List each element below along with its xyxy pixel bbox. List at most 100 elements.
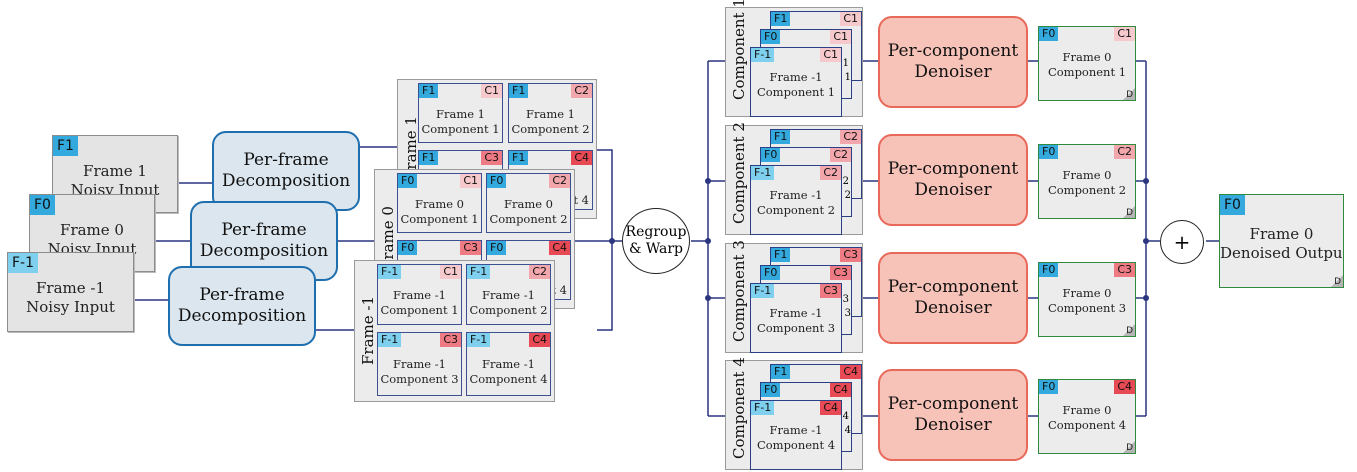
- page-fold-icon: [1123, 206, 1135, 218]
- stack-number: 1: [844, 72, 851, 83]
- denoised-component: F0 C1 Frame 0 Component 1 D: [1038, 26, 1136, 101]
- cell-line2: Component 1: [421, 122, 500, 136]
- cell-line1: Frame -1: [482, 288, 535, 302]
- stack-number: 2: [842, 176, 849, 187]
- page-fold-icon: [1123, 88, 1135, 100]
- input-subtitle: Noisy Input: [26, 298, 115, 316]
- out-line1: Frame 0: [1062, 286, 1112, 300]
- input-title: Frame -1: [35, 279, 105, 297]
- card-line1: Frame -1: [769, 423, 823, 437]
- cell-line2: t 4: [551, 283, 567, 297]
- frame-tag: F-1: [378, 333, 402, 347]
- cell-line1: Frame -1: [393, 288, 446, 302]
- denoiser-line2: Denoiser: [914, 180, 992, 200]
- frame-tag: F0: [761, 148, 781, 162]
- component-cell: F0 C1 Frame 0 Component 1: [397, 173, 482, 233]
- frame-tag: F0: [398, 174, 418, 188]
- frame-tag: F0: [761, 30, 781, 44]
- component-tag: C3: [440, 333, 461, 347]
- denoiser-line2: Denoiser: [914, 62, 992, 82]
- component-tag: C3: [460, 241, 481, 255]
- denoiser-line1: Per-component: [887, 41, 1019, 61]
- cell-line2: Component 1: [380, 303, 459, 317]
- frame-tag: F1: [419, 84, 439, 98]
- frame-tag: F1: [771, 130, 791, 144]
- frame-tag: F-1: [467, 265, 491, 279]
- component-tag: C2: [571, 84, 592, 98]
- out-line2: Component 4: [1047, 418, 1127, 432]
- frame-tag: F-1: [378, 265, 402, 279]
- input-title: Frame 1: [83, 162, 147, 180]
- frame-tag: F0: [1039, 380, 1059, 394]
- component-tag: C4: [529, 333, 550, 347]
- component-denoiser: Per-component Denoiser: [878, 16, 1028, 108]
- out-line2: Component 1: [1047, 65, 1127, 79]
- regroup-line2: & Warp: [628, 241, 684, 257]
- component-cell: F-1 C4 Frame -1 Component 4: [466, 332, 551, 396]
- denoised-mark: D: [1126, 326, 1133, 336]
- component-denoiser: Per-component Denoiser: [878, 252, 1028, 344]
- component-tag: C1: [1114, 27, 1135, 41]
- cell-line1: Frame -1: [393, 357, 446, 371]
- denoised-component: F0 C2 Frame 0 Component 2 D: [1038, 144, 1136, 219]
- stack-number: 3: [842, 294, 849, 305]
- frame-tag: F0: [1039, 263, 1059, 277]
- cell-line1: Frame -1: [482, 357, 535, 371]
- component-stack-label: Component 4: [730, 357, 748, 459]
- denoiser-line2: Denoiser: [914, 415, 992, 435]
- cell-line2: Component 4: [469, 372, 548, 386]
- denoised-output-frame: F0 Frame 0 Denoised Output D: [1219, 194, 1344, 288]
- page-fold-icon: [1123, 441, 1135, 453]
- cell-line1: Frame 0: [503, 197, 553, 211]
- card-line2: Component 2: [756, 203, 836, 217]
- stack-card-front: F-1 C2 2 Frame -1 Component 2: [750, 165, 851, 235]
- component-tag: C1: [820, 48, 841, 62]
- out-line2: Component 3: [1047, 301, 1127, 315]
- frame-tag: F1: [53, 136, 78, 156]
- frame-panel-minus-1: Frame -1 F-1 C1 Frame -1 Component 1 F-1 …: [354, 260, 555, 402]
- component-stack-label: Component 2: [730, 122, 748, 224]
- cell-line2: Component 3: [380, 372, 459, 386]
- decomposition-label-line1: Per-frame: [221, 220, 307, 240]
- frame-tag: F0: [761, 383, 781, 397]
- out-line1: Frame 0: [1062, 403, 1112, 417]
- frame-tag: F-1: [751, 284, 775, 298]
- out-line1: Frame 0: [1062, 50, 1112, 64]
- frame-tag: F0: [30, 195, 55, 215]
- component-stack-panel: Component 1 F1 C1 F0 C1 1 F-1 C1 1 Frame…: [725, 0, 863, 117]
- denoised-mark: D: [1334, 277, 1341, 287]
- decomposition-label-line1: Per-frame: [243, 150, 329, 170]
- component-tag: C4: [1114, 380, 1135, 394]
- component-tag: C2: [1114, 145, 1135, 159]
- component-cell: F-1 C3 Frame -1 Component 3: [377, 332, 462, 396]
- card-line2: Component 1: [756, 85, 836, 99]
- stack-card-front: F-1 C3 3 Frame -1 Component 3: [750, 283, 851, 353]
- frame-tag: F-1: [751, 48, 775, 62]
- decomposition-block-minus-1: Per-frame Decomposition: [168, 266, 316, 346]
- frame-tag: F-1: [751, 401, 775, 415]
- input-frame-minus-1: F-1 Frame -1 Noisy Input: [7, 252, 134, 332]
- component-tag: C2: [529, 265, 550, 279]
- cell-line2: Component 2: [511, 122, 590, 136]
- input-title: Frame 0: [60, 221, 124, 239]
- component-cell: F-1 C1 Frame -1 Component 1: [377, 264, 462, 325]
- stack-number: 1: [842, 58, 849, 69]
- component-tag: C4: [830, 383, 851, 397]
- cell-line2: Component 2: [489, 212, 568, 226]
- decomposition-label-line2: Decomposition: [177, 306, 307, 326]
- stack-card-front: F-1 C1 1 Frame -1 Component 1: [750, 47, 851, 117]
- stack-number: 3: [844, 308, 851, 319]
- card-line1: Frame -1: [769, 70, 823, 84]
- page-fold-icon: [1331, 275, 1343, 287]
- component-tag: C4: [840, 365, 861, 379]
- decomposition-label-line2: Decomposition: [199, 241, 329, 261]
- frame-tag: F1: [509, 151, 529, 165]
- cell-line2: t 4: [573, 193, 589, 207]
- frame-tag: F0: [1220, 195, 1245, 215]
- stack-number: 2: [844, 190, 851, 201]
- component-tag: C4: [549, 241, 570, 255]
- component-tag: C4: [571, 151, 592, 165]
- component-tag: C1: [481, 84, 502, 98]
- card-line2: Component 3: [756, 321, 836, 335]
- frame-tag: F0: [487, 241, 507, 255]
